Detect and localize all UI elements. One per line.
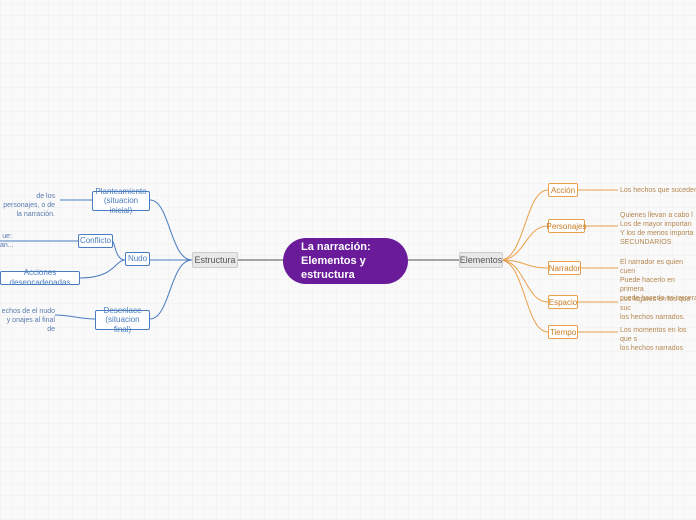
node-conflicto[interactable]: Conflicto <box>78 234 113 248</box>
desc-espacio: Los lugares en los que suc los hechos na… <box>620 295 696 322</box>
node-tiempo[interactable]: Tiempo <box>548 325 578 339</box>
node-acciones[interactable]: Acciones desencadenadas <box>0 271 80 285</box>
node-espacio[interactable]: Espacio <box>548 295 578 309</box>
node-personajes[interactable]: Personajes <box>548 219 585 233</box>
desc-personajes: Quienes llevan a cabo l Los de mayor imp… <box>620 211 696 247</box>
node-desenlace[interactable]: Desenlace (situacion final) <box>95 310 150 330</box>
desc-conflicto: ue: an... <box>0 232 12 250</box>
branch-estructura[interactable]: Estructura <box>192 252 238 268</box>
node-accion[interactable]: Acción <box>548 183 578 197</box>
desc-accion: Los hechos que suceden <box>620 186 696 195</box>
desc-planteamiento: de los personajes, o de la narración. <box>0 192 55 219</box>
desc-tiempo: Los momentos en los que s los hechos nar… <box>620 326 696 353</box>
node-narrador[interactable]: Narrador <box>548 261 581 275</box>
node-nudo[interactable]: Nudo <box>125 252 150 266</box>
center-node[interactable]: La narración: Elementos y estructura <box>283 238 408 284</box>
node-planteamiento[interactable]: Planteamiento (situacion inicial) <box>92 191 150 211</box>
branch-elementos[interactable]: Elementos <box>459 252 503 268</box>
desc-desenlace: echos de el nudo y onajes al final de <box>0 307 55 334</box>
